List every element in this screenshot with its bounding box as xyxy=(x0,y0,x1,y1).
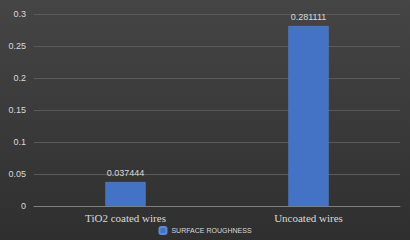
svg-text:0.1: 0.1 xyxy=(13,137,26,147)
svg-text:0.037444: 0.037444 xyxy=(107,168,145,178)
svg-text:0.2: 0.2 xyxy=(13,73,26,83)
svg-text:0.3: 0.3 xyxy=(13,9,26,19)
svg-text:0.15: 0.15 xyxy=(8,105,26,115)
svg-text:Uncoated wires: Uncoated wires xyxy=(274,212,343,224)
svg-text:0.25: 0.25 xyxy=(8,41,26,51)
svg-text:TiO2 coated wires: TiO2 coated wires xyxy=(85,212,166,224)
svg-text:0: 0 xyxy=(21,201,26,211)
svg-text:0.05: 0.05 xyxy=(8,169,26,179)
svg-text:0.281111: 0.281111 xyxy=(291,12,327,22)
svg-text:SURFACE ROUGHNESS: SURFACE ROUGHNESS xyxy=(171,227,251,234)
